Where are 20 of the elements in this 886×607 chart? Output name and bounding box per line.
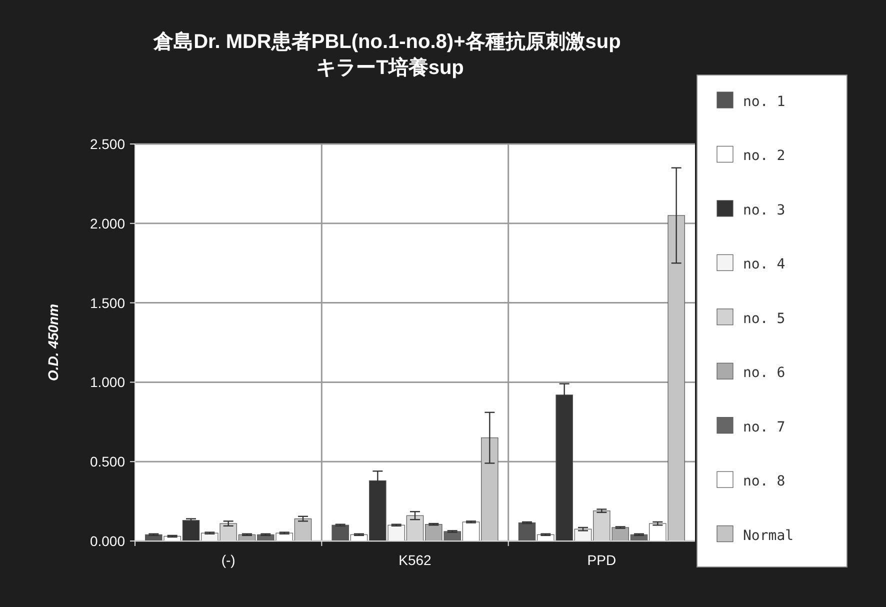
y-tick-label: 1.500 <box>90 294 126 311</box>
legend-label: no. 7 <box>743 419 786 436</box>
legend-label: no. 6 <box>743 365 786 382</box>
x-tick-label: K562 <box>398 552 432 568</box>
x-tick-label: PPD <box>587 552 616 568</box>
y-tick-label: 2.000 <box>90 215 126 232</box>
legend-label: no. 1 <box>743 94 786 110</box>
legend-label: no. 2 <box>743 148 786 164</box>
y-tick-label: 1.000 <box>90 374 126 390</box>
y-tick-label: 0.500 <box>90 454 126 470</box>
y-tick-label: 2.500 <box>90 136 126 152</box>
y-tick-label: 0.000 <box>90 533 126 549</box>
legend-label: no. 4 <box>743 256 786 273</box>
legend-label: no. 3 <box>743 202 786 218</box>
x-tick-label: (-) <box>221 552 236 568</box>
y-axis-title: O.D. 450nm <box>45 304 61 382</box>
legend-label: no. 5 <box>743 310 786 327</box>
legend-label: Normal <box>743 528 794 544</box>
legend-label: no. 8 <box>743 474 786 490</box>
chart-title: 倉島Dr. MDR患者PBL(no.1-no.8)+各種抗原刺激sup キラーT培養sup <box>152 31 626 79</box>
